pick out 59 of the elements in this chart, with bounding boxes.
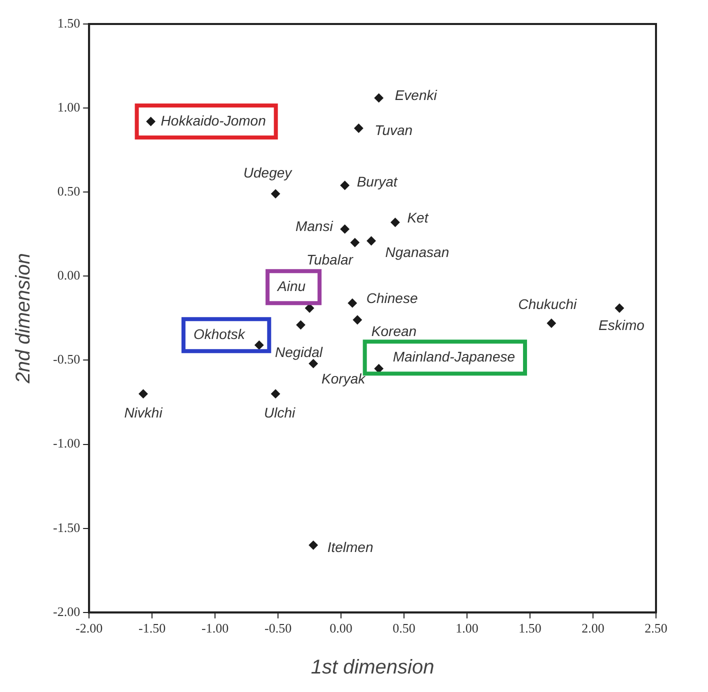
y-axis-title: 2nd dimension	[12, 253, 35, 384]
x-tick-label: 2.00	[582, 620, 604, 636]
point	[614, 304, 624, 313]
annotation: Ket	[407, 209, 430, 226]
y-tick-label: 0.00	[57, 268, 80, 283]
y-tick-label: -1.00	[52, 436, 80, 451]
point	[352, 315, 362, 324]
annotation: Korean	[371, 322, 417, 339]
annotation: Koryak	[322, 370, 366, 386]
point	[296, 320, 306, 330]
point	[546, 318, 556, 328]
x-tick-label: -0.50	[264, 620, 292, 636]
x-tick-label: -1.00	[202, 620, 229, 636]
annotation: Negidal	[274, 344, 324, 360]
annotation: Mainland-Japanese	[392, 348, 516, 365]
x-tick-label: 1.50	[518, 620, 542, 636]
x-tick-label: -2.00	[76, 620, 103, 636]
point	[254, 340, 264, 350]
point	[340, 180, 350, 190]
y-tick-label: -2.00	[52, 604, 80, 619]
point	[374, 93, 384, 102]
annotation: Chinese	[366, 290, 418, 306]
point	[146, 117, 156, 126]
point	[366, 236, 376, 246]
y-tick-label: 0.50	[57, 184, 80, 199]
point	[348, 298, 357, 308]
point	[308, 540, 318, 550]
annotation: Nganasan	[385, 244, 450, 260]
x-tick-label: -1.50	[138, 620, 166, 636]
point	[354, 124, 364, 133]
y-tick-label: -0.50	[52, 352, 80, 367]
x-tick-label: 1.00	[456, 620, 478, 636]
annotation: Ulchi	[264, 404, 296, 421]
annotation: Tuvan	[374, 122, 413, 138]
annotation: Chukuchi	[518, 296, 578, 312]
annotation: Itelmen	[327, 539, 374, 556]
y-tick-label: 1.00	[57, 99, 80, 114]
x-tick-label: 0.00	[330, 620, 352, 636]
x-axis-title: 1st dimension	[310, 656, 434, 679]
point	[271, 189, 280, 198]
point	[138, 389, 148, 398]
annotation: Nivkhi	[124, 404, 164, 421]
point	[271, 389, 280, 398]
point	[340, 224, 350, 234]
point	[390, 218, 400, 227]
point	[350, 238, 360, 248]
y-tick-label: -1.50	[52, 520, 80, 535]
annotation: Tubalar	[306, 251, 354, 268]
annotation: Eskimo	[598, 317, 645, 334]
annotation: Udegey	[243, 164, 293, 181]
y-tick-label: 1.50	[57, 15, 80, 30]
x-tick-label: 2.50	[644, 620, 668, 636]
annotation: Hokkaido-Jomon	[160, 112, 266, 128]
annotation: Evenki	[394, 86, 438, 103]
annotation: Buryat	[356, 173, 398, 190]
annotation: Okhotsk	[193, 326, 246, 342]
annotation: Ainu	[276, 278, 306, 294]
annotation: Mansi	[295, 218, 334, 234]
x-tick-label: 0.50	[392, 620, 416, 636]
